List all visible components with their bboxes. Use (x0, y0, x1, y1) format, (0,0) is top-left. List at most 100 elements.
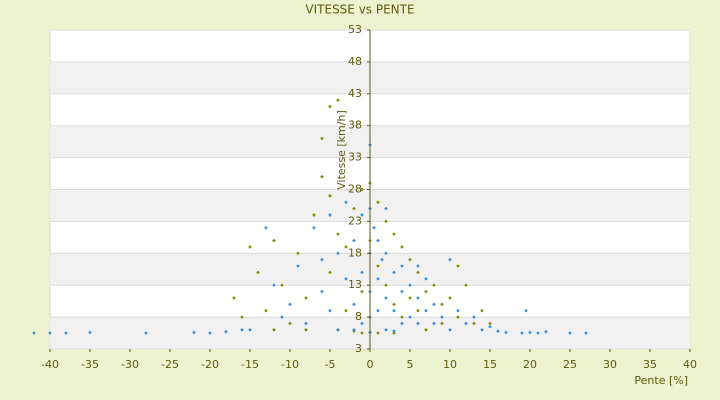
point (328, 270, 332, 275)
point (384, 219, 388, 224)
point (456, 264, 460, 268)
point (304, 328, 308, 332)
x-tick-label: 15 (483, 358, 497, 371)
x-tick-label: 40 (683, 358, 697, 371)
point (440, 315, 444, 319)
point (328, 194, 332, 198)
point (352, 238, 356, 243)
point (584, 331, 588, 335)
point (376, 308, 380, 313)
point (320, 257, 324, 262)
y-tick-label: 18 (348, 246, 362, 259)
point (344, 276, 348, 281)
point (376, 264, 380, 268)
point (424, 328, 428, 332)
point (264, 308, 268, 313)
x-tick-label: -15 (241, 358, 259, 371)
point (344, 245, 348, 249)
point (392, 270, 396, 275)
point (304, 321, 308, 326)
point (360, 331, 364, 335)
point (416, 296, 420, 300)
point (240, 315, 244, 319)
point (264, 225, 268, 230)
point (408, 283, 412, 288)
point (424, 308, 428, 313)
point (472, 315, 476, 319)
x-tick-label: 5 (407, 358, 414, 371)
point (312, 225, 316, 230)
x-tick-label: 25 (563, 358, 577, 371)
point (296, 251, 300, 256)
point (384, 328, 388, 332)
point (400, 289, 404, 294)
point (320, 174, 324, 179)
x-tick-label: 0 (367, 358, 374, 371)
point (416, 264, 420, 268)
point (232, 296, 236, 300)
point (408, 315, 412, 319)
y-tick-label: 23 (348, 214, 362, 227)
point (336, 232, 340, 236)
point (416, 308, 420, 313)
point (440, 302, 444, 307)
point (568, 331, 572, 335)
point (336, 328, 340, 332)
point (392, 329, 396, 333)
x-tick-label: -40 (41, 358, 59, 371)
point (272, 328, 276, 332)
point (208, 331, 212, 335)
point (224, 329, 228, 334)
point (400, 264, 404, 268)
point (392, 308, 396, 313)
point (544, 329, 548, 334)
y-tick-label: 38 (348, 119, 362, 132)
x-tick-label: -30 (121, 358, 139, 371)
point (360, 213, 364, 217)
chart-title: VITESSE vs PENTE (305, 3, 414, 17)
x-tick-label: 10 (443, 358, 457, 371)
point (248, 245, 252, 249)
point (392, 302, 396, 307)
point (376, 238, 380, 243)
point (304, 296, 308, 300)
point (384, 283, 388, 288)
point (400, 245, 404, 249)
point (528, 330, 532, 335)
x-tick-label: -10 (281, 358, 299, 371)
point (280, 283, 284, 288)
point (488, 324, 492, 329)
point (328, 308, 332, 313)
point (400, 315, 404, 319)
point (496, 329, 500, 333)
point (504, 330, 508, 335)
y-axis-title: Vitesse [km/h] (335, 110, 348, 190)
point (288, 302, 292, 307)
y-tick-label: 53 (348, 23, 362, 36)
point (416, 270, 420, 275)
point (272, 283, 276, 288)
point (240, 328, 244, 332)
point (248, 328, 252, 332)
point (400, 321, 404, 326)
point (392, 331, 396, 335)
y-tick-label: 33 (348, 151, 362, 164)
point (344, 200, 348, 205)
point (352, 206, 356, 211)
point (360, 321, 364, 326)
point (256, 270, 260, 275)
point (448, 328, 452, 332)
point (144, 331, 148, 335)
y-tick-label: 13 (348, 278, 362, 291)
point (328, 213, 332, 217)
x-tick-label: -25 (161, 358, 179, 371)
point (432, 283, 436, 288)
point (360, 187, 364, 192)
point (392, 232, 396, 236)
point (296, 264, 300, 268)
point (352, 328, 356, 332)
point (192, 330, 196, 335)
x-tick-label: 20 (523, 358, 537, 371)
x-tick-label: -35 (81, 358, 99, 371)
